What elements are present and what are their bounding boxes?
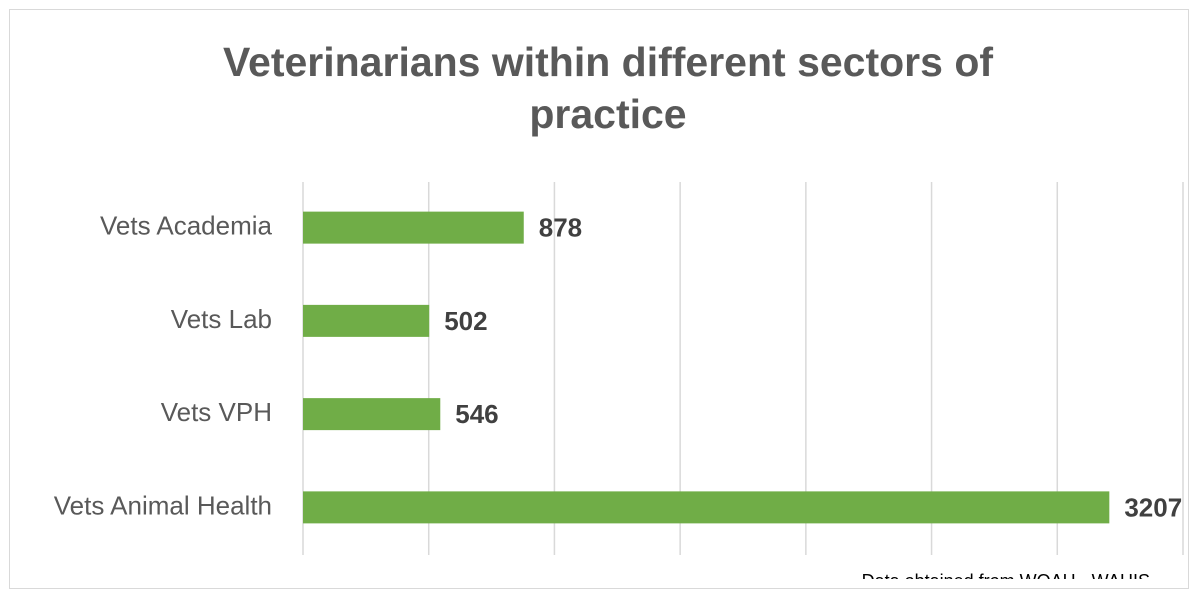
chart-title: Veterinarians within different sectors o… [222,39,994,137]
data-label: 3207 [1124,492,1182,522]
data-label: 878 [539,213,582,243]
y-tick-label: Vets Lab [171,304,272,334]
data-label: 502 [444,306,487,336]
y-tick-label: Vets Academia [100,211,273,241]
bar [303,491,1110,524]
bar [303,398,441,431]
bar [303,304,430,337]
bar [303,211,524,244]
data-label: 546 [455,399,498,429]
y-tick-label: Vets VPH [161,397,272,427]
source-note: Data obtained from WOAH - WAHIS [862,571,1150,579]
y-tick-label: Vets Animal Health [54,490,272,520]
